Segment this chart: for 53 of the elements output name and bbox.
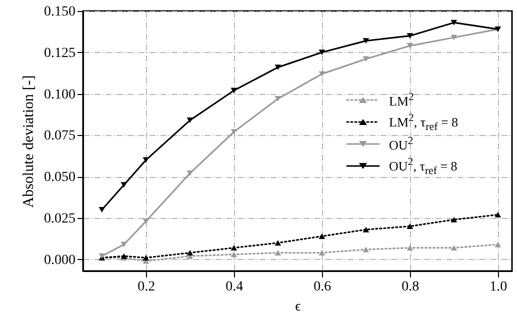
x-tick-label: 0.4 <box>226 280 244 294</box>
point <box>274 64 282 70</box>
point <box>450 34 458 40</box>
y-tick-label: 0.050 <box>44 170 76 186</box>
legend-label: OU$^{2}$ <box>389 134 414 154</box>
x-tick-label: 0.6 <box>314 280 332 294</box>
point <box>120 182 128 188</box>
point <box>186 170 194 176</box>
point <box>362 246 370 252</box>
point <box>318 71 326 77</box>
point <box>230 129 238 135</box>
point <box>230 88 238 94</box>
point <box>142 157 150 163</box>
y-tick-label: 0.100 <box>44 87 76 102</box>
x-axis-title: ϵ <box>295 300 302 314</box>
y-tick-label: 0.075 <box>44 128 76 144</box>
point <box>186 118 194 124</box>
point <box>98 206 106 212</box>
point <box>230 245 238 251</box>
point <box>274 96 282 102</box>
point <box>274 250 282 256</box>
point <box>406 43 414 49</box>
y-tick-label: 0.150 <box>44 4 76 20</box>
y-tick-label: 0.000 <box>44 252 76 268</box>
point <box>494 212 502 218</box>
y-axis-title: Absolute deviation [-] <box>21 75 37 208</box>
point <box>318 233 326 239</box>
y-tick-label: 0.125 <box>44 46 76 61</box>
x-tick-label: 0.8 <box>402 280 420 294</box>
point <box>494 242 502 248</box>
point <box>142 218 150 224</box>
point <box>274 240 282 246</box>
point <box>230 252 238 258</box>
legend-label: OU$^{2}$, τ$_{ref}$ = 8 <box>389 156 458 176</box>
point <box>142 255 150 260</box>
legend-label: LM$^{2}$, τ$_{ref}$ = 8 <box>389 112 458 132</box>
point <box>120 242 128 248</box>
y-tick-label: 0.025 <box>44 212 76 227</box>
legend-label: LM$^{2}$ <box>389 90 414 110</box>
point <box>406 224 414 230</box>
x-tick-label: 0.2 <box>138 280 156 294</box>
x-tick-label: 1.0 <box>490 280 508 294</box>
point <box>186 250 194 256</box>
point <box>406 33 414 39</box>
point <box>450 20 458 26</box>
point <box>450 216 458 222</box>
point <box>362 226 370 232</box>
point <box>406 245 414 251</box>
point <box>362 38 370 44</box>
point <box>450 245 458 251</box>
point <box>318 50 326 56</box>
point <box>318 250 326 256</box>
point <box>362 56 370 62</box>
